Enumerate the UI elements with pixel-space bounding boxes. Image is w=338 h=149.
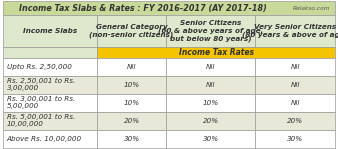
Bar (166, 58, 256, 76)
Bar (97, 94, 166, 112)
Bar (256, 58, 335, 76)
Text: Rs. 3,00,001 to Rs.
5,00,000: Rs. 3,00,001 to Rs. 5,00,000 (7, 96, 75, 109)
Text: Nil: Nil (291, 82, 300, 88)
Text: Income Slabs: Income Slabs (23, 28, 77, 34)
Bar (97, 15, 166, 47)
Text: Nil: Nil (127, 64, 136, 70)
Bar (166, 130, 256, 148)
Text: Senior Citizens
(60 & above years of age,
but below 80 years): Senior Citizens (60 & above years of age… (158, 20, 263, 42)
Bar (3, 58, 97, 76)
Bar (97, 76, 166, 94)
Text: Very Senior Citizens
(80 years & above of age): Very Senior Citizens (80 years & above o… (242, 24, 338, 38)
Text: Income Tax Slabs & Rates : FY 2016-2017 (AY 2017-18): Income Tax Slabs & Rates : FY 2016-2017 … (19, 4, 266, 13)
Bar (3, 112, 97, 130)
Bar (97, 47, 335, 58)
Text: Rs. 5,00,001 to Rs.
10,00,000: Rs. 5,00,001 to Rs. 10,00,000 (7, 114, 75, 127)
Bar (166, 76, 256, 94)
Bar (256, 130, 335, 148)
Text: Above Rs. 10,00,000: Above Rs. 10,00,000 (7, 136, 82, 142)
Text: 30%: 30% (123, 136, 140, 142)
Bar (256, 94, 335, 112)
Bar (97, 130, 166, 148)
Bar (256, 112, 335, 130)
Text: Upto Rs. 2,50,000: Upto Rs. 2,50,000 (7, 64, 72, 70)
Text: 30%: 30% (202, 136, 219, 142)
Bar (3, 76, 97, 94)
Bar (3, 130, 97, 148)
Bar (3, 47, 97, 58)
Text: 20%: 20% (123, 118, 140, 124)
Text: 10%: 10% (202, 100, 219, 106)
Bar (166, 112, 256, 130)
Text: 30%: 30% (287, 136, 304, 142)
Text: Nil: Nil (206, 64, 215, 70)
Text: Income Tax Rates: Income Tax Rates (179, 48, 254, 57)
Bar (97, 112, 166, 130)
Text: Relakso.com: Relakso.com (293, 6, 331, 11)
Bar (256, 15, 335, 47)
Text: General Category
(non-senior citizens): General Category (non-senior citizens) (89, 24, 174, 38)
Bar (166, 15, 256, 47)
Bar (3, 15, 97, 47)
Bar (97, 58, 166, 76)
Text: Rs. 2,50,001 to Rs.
3,00,000: Rs. 2,50,001 to Rs. 3,00,000 (7, 78, 75, 91)
Text: 20%: 20% (287, 118, 304, 124)
Text: Nil: Nil (291, 64, 300, 70)
Bar (3, 1, 335, 15)
Text: Nil: Nil (291, 100, 300, 106)
Text: Nil: Nil (206, 82, 215, 88)
Bar (166, 94, 256, 112)
Bar (3, 94, 97, 112)
Text: 10%: 10% (123, 82, 140, 88)
Text: 20%: 20% (202, 118, 219, 124)
Bar (256, 76, 335, 94)
Text: 10%: 10% (123, 100, 140, 106)
